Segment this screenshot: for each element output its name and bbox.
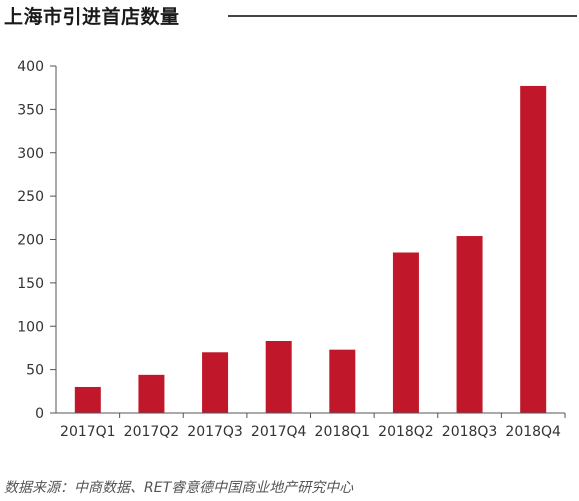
y-tick-label: 400 [17,59,44,75]
x-tick-label: 2018Q3 [442,424,498,440]
x-tick-label: 2017Q3 [187,424,243,440]
bar-2018Q4 [520,85,547,413]
y-tick-label: 250 [17,189,44,205]
bar-2017Q1 [74,386,101,413]
y-tick-label: 0 [35,406,44,422]
x-tick-label: 2018Q4 [505,424,561,440]
x-tick-label: 2017Q4 [251,424,307,440]
x-tick-label: 2018Q2 [378,424,434,440]
y-tick-label: 350 [17,102,44,118]
y-axis: 0 50 100 150 200 250 300 350 400 [17,59,57,422]
y-tick-label: 150 [17,276,44,292]
data-source-note: 数据来源：中商数据、RET睿意德中国商业地产研究中心 [4,480,354,496]
y-tick-label: 50 [26,363,44,379]
bars [74,85,547,413]
x-axis: 2017Q1 2017Q2 2017Q3 2017Q4 2018Q1 2018Q2 2018… [56,412,566,440]
bar-2017Q4 [265,340,292,413]
bar-2018Q3 [456,236,483,413]
y-tick-label: 100 [17,319,44,335]
bar-2017Q3 [202,352,229,413]
bar-2017Q2 [138,374,165,413]
title-divider [228,15,577,17]
bar-2018Q1 [329,349,356,413]
chart-title: 上海市引进首店数量 [4,6,180,28]
x-tick-label: 2017Q1 [60,424,116,440]
x-tick-label: 2017Q2 [124,424,180,440]
y-tick-label: 200 [17,233,44,249]
x-tick-label: 2018Q1 [315,424,371,440]
chart-header: 上海市引进首店数量 [0,0,579,34]
bar-2018Q2 [392,252,419,413]
y-tick-label: 300 [17,146,44,162]
